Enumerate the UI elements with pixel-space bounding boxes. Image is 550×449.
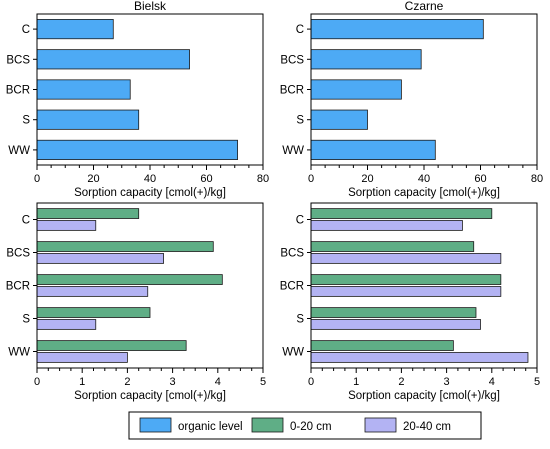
bar-d20_40-c xyxy=(36,220,97,231)
bar-d20_40-bcs xyxy=(36,253,164,264)
legend-label: 0-20 cm xyxy=(290,421,332,433)
bar-d20_40-bcs xyxy=(310,253,502,264)
chart-panel-4: C BCS BCR S WW 0 1 2 3 4 5 Sorption capacity [cmol(… xyxy=(280,202,540,402)
bar-organic-ww xyxy=(310,139,436,160)
y-tick-label: S xyxy=(22,314,30,326)
bar-organic-c xyxy=(310,19,484,40)
bar-d20_40-s xyxy=(310,319,481,330)
chart-panel-3: C BCS BCR S WW 0 1 2 3 4 5 Sorption capacity [cmol(… xyxy=(6,202,266,402)
x-tick-label: 60 xyxy=(474,173,486,185)
y-tick-label: WW xyxy=(8,145,30,157)
bar-d0_20-s xyxy=(36,307,151,318)
legend-box xyxy=(128,411,482,440)
x-tick-label: 1 xyxy=(353,376,359,388)
bar-d0_20-bcr xyxy=(310,274,502,285)
x-tick-label: 60 xyxy=(200,173,212,185)
bar-d20_40-c xyxy=(310,220,463,231)
x-tick-label: 3 xyxy=(444,376,450,388)
y-tick-label: S xyxy=(22,115,30,127)
bar-d20_40-s xyxy=(36,319,97,330)
x-tick-label: 0 xyxy=(308,173,314,185)
bar-organic-bcs xyxy=(310,49,422,70)
y-tick-label: WW xyxy=(282,347,304,359)
y-tick-label: C xyxy=(296,24,304,36)
panel-title: Czarne xyxy=(405,0,444,13)
x-tick-label: 2 xyxy=(398,376,404,388)
x-tick-label: 3 xyxy=(170,376,176,388)
x-tick-label: 20 xyxy=(361,173,373,185)
bar-d0_20-bcr xyxy=(36,274,223,285)
bar-d0_20-c xyxy=(310,208,493,219)
bar-d0_20-bcs xyxy=(36,241,214,252)
x-tick-label: 20 xyxy=(87,173,99,185)
y-tick-label: BCS xyxy=(6,54,30,66)
x-tick-label: 1 xyxy=(79,376,85,388)
y-tick-label: BCR xyxy=(280,85,304,97)
bar-d20_40-ww xyxy=(36,352,128,363)
y-tick-label: BCS xyxy=(280,54,304,66)
bar-d0_20-s xyxy=(310,307,477,318)
x-tick-label: 80 xyxy=(257,173,269,185)
legend: organic level 0-20 cm 20-40 cm xyxy=(128,411,482,440)
x-tick-label: 40 xyxy=(144,173,156,185)
y-tick-label: C xyxy=(296,215,304,227)
x-tick-label: 0 xyxy=(34,173,40,185)
x-axis-label: Sorption capacity [cmol(+)/kg] xyxy=(74,390,226,402)
panel-title: Bielsk xyxy=(134,0,167,13)
y-tick-label: BCR xyxy=(6,281,30,293)
bar-d0_20-c xyxy=(36,208,140,219)
chart-panel-2: Czarne C BCS BCR S WW 0 20 40 60 80 Sorption capaci… xyxy=(280,0,543,199)
x-tick-label: 2 xyxy=(124,376,130,388)
bar-d20_40-bcr xyxy=(310,286,502,297)
legend-swatch-d20_40 xyxy=(364,417,397,433)
x-tick-label: 40 xyxy=(418,173,430,185)
bar-organic-s xyxy=(36,109,140,130)
x-tick-label: 80 xyxy=(531,173,543,185)
y-tick-label: BCS xyxy=(6,248,30,260)
bar-organic-ww xyxy=(36,139,238,160)
bar-d0_20-ww xyxy=(36,340,187,351)
y-tick-label: C xyxy=(22,24,30,36)
bar-organic-s xyxy=(310,109,368,130)
legend-label: 20-40 cm xyxy=(403,421,451,433)
x-tick-label: 5 xyxy=(260,376,266,388)
legend-label: organic level xyxy=(178,421,243,433)
bar-organic-c xyxy=(36,19,114,40)
bar-d20_40-ww xyxy=(310,352,529,363)
y-tick-label: BCR xyxy=(6,85,30,97)
x-tick-label: 0 xyxy=(34,376,40,388)
x-tick-label: 0 xyxy=(308,376,314,388)
bar-d0_20-bcs xyxy=(310,241,475,252)
x-tick-label: 5 xyxy=(534,376,540,388)
bar-organic-bcs xyxy=(36,49,190,70)
chart-panel-1: Bielsk C BCS BCR S WW 0 20 40 60 80 Sorption capaci… xyxy=(6,0,269,199)
bar-organic-bcr xyxy=(36,79,131,100)
y-tick-label: S xyxy=(296,115,304,127)
x-axis-label: Sorption capacity [cmol(+)/kg] xyxy=(348,390,500,402)
bar-d20_40-bcr xyxy=(36,286,149,297)
y-tick-label: S xyxy=(296,314,304,326)
bar-organic-bcr xyxy=(310,79,402,100)
y-tick-label: WW xyxy=(8,347,30,359)
y-tick-label: BCR xyxy=(280,281,304,293)
x-tick-label: 4 xyxy=(215,376,221,388)
y-tick-label: BCS xyxy=(280,248,304,260)
y-tick-label: C xyxy=(22,215,30,227)
legend-swatch-d0_20 xyxy=(251,417,284,433)
bar-d0_20-ww xyxy=(310,340,454,351)
x-axis-label: Sorption capacity [cmol(+)/kg] xyxy=(74,187,226,199)
x-tick-label: 4 xyxy=(489,376,495,388)
x-axis-label: Sorption capacity [cmol(+)/kg] xyxy=(348,187,500,199)
legend-swatch-organic xyxy=(139,417,172,433)
y-tick-label: WW xyxy=(282,145,304,157)
